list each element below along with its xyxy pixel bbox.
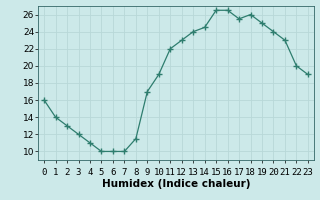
X-axis label: Humidex (Indice chaleur): Humidex (Indice chaleur) bbox=[102, 179, 250, 189]
